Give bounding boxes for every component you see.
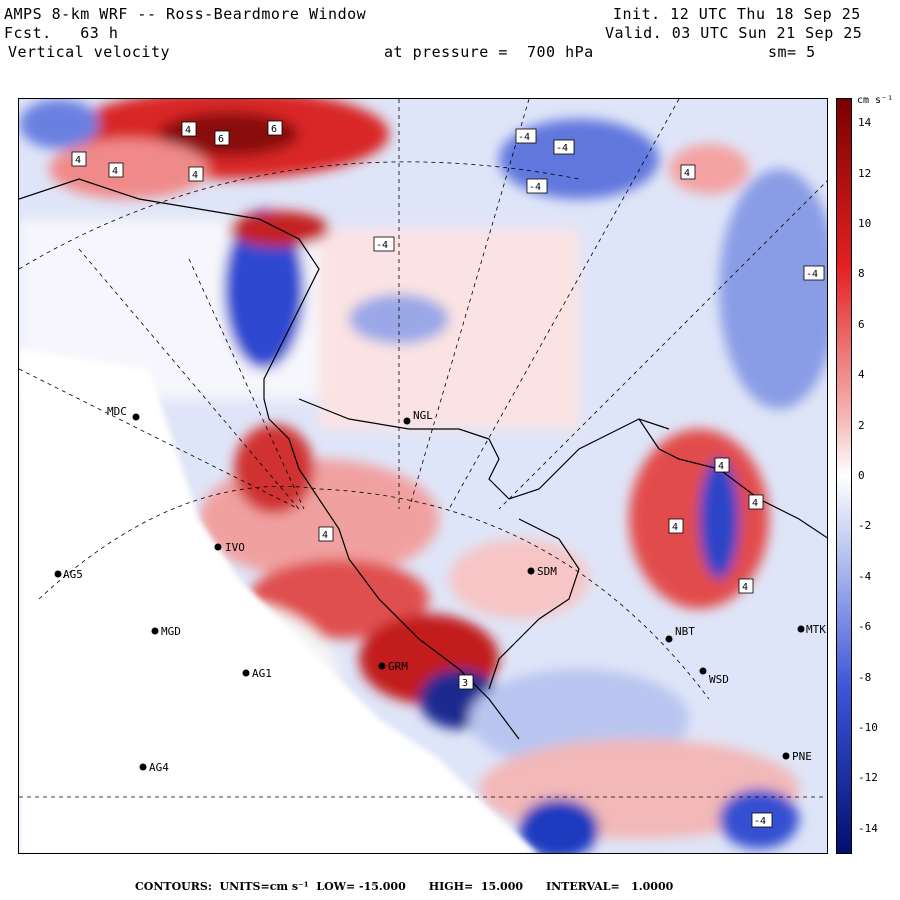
svg-text:AG5: AG5 — [63, 568, 83, 581]
svg-text:MGD: MGD — [161, 625, 181, 638]
contour-label-texts: 4 6 6 4 4 4 -4 -4 -4 4 -4 -4 4 4 4 4 4 3… — [75, 124, 818, 827]
svg-text:GRM: GRM — [388, 660, 408, 673]
forecast-hour: Fcst. 63 h — [4, 24, 119, 42]
station-ngl[interactable]: NGL — [403, 409, 434, 425]
contour-label: -4 — [806, 269, 818, 280]
contour-label-boxes — [71, 120, 825, 828]
station-mgd[interactable]: MGD — [151, 625, 181, 638]
latlon-grid — [19, 99, 827, 798]
contour-label: 4 — [718, 461, 724, 472]
init-time: Init. 12 UTC Thu 18 Sep 25 — [613, 5, 861, 23]
contour-label: 4 — [75, 155, 81, 166]
station-mdc[interactable]: MDC — [107, 405, 140, 421]
station-mtk[interactable]: MTK — [797, 623, 827, 636]
station-pne[interactable]: PNE — [782, 750, 812, 763]
svg-text:NGL: NGL — [413, 409, 433, 422]
contour-label: 6 — [271, 124, 277, 135]
vertical-velocity-map: 4 6 6 4 4 4 -4 -4 -4 4 -4 -4 4 4 4 4 4 3… — [19, 99, 827, 853]
colorbar-tick-label: 8 — [858, 267, 865, 281]
svg-text:MTK: MTK — [806, 623, 826, 636]
colorbar-tick-label: 6 — [858, 317, 865, 331]
colorbar-tick-label: -8 — [858, 670, 872, 684]
station-grm[interactable]: GRM — [378, 660, 409, 673]
svg-text:PNE: PNE — [792, 750, 812, 763]
station-ag5[interactable]: AG5 — [54, 568, 83, 581]
contour-label: -4 — [376, 240, 388, 251]
svg-text:IVO: IVO — [225, 541, 245, 554]
station-ivo[interactable]: IVO — [214, 541, 245, 554]
colorbar-tick-label: -14 — [858, 821, 878, 835]
contour-label: 4 — [672, 522, 678, 533]
station-sdm[interactable]: SDM — [527, 565, 558, 578]
colorbar-tick-label: -6 — [858, 620, 872, 634]
map-title: AMPS 8-km WRF -- Ross-Beardmore Window — [4, 5, 367, 23]
no-data-region — [19, 349, 537, 853]
map-panel[interactable]: 4 6 6 4 4 4 -4 -4 -4 4 -4 -4 4 4 4 4 4 3… — [18, 98, 828, 854]
colorbar-tick-label: -12 — [858, 771, 878, 785]
contour-label: -4 — [556, 143, 568, 154]
contour-label: 4 — [192, 170, 198, 181]
contour-label: -4 — [518, 132, 530, 143]
contour-label: -4 — [754, 816, 766, 827]
colorbar — [836, 98, 852, 854]
svg-text:SDM: SDM — [537, 565, 557, 578]
contour-label: 4 — [112, 166, 118, 177]
svg-text:MDC: MDC — [107, 405, 127, 418]
svg-text:NBT: NBT — [675, 625, 695, 638]
colorbar-tick-label: -4 — [858, 569, 872, 583]
station-nbt[interactable]: NBT — [665, 625, 696, 643]
pressure-level: at pressure = 700 hPa — [384, 43, 594, 61]
contour-label: 4 — [322, 530, 328, 541]
colorbar-tick-label: 0 — [858, 469, 865, 482]
smoothing-value: sm= 5 — [768, 43, 816, 61]
colorbar-units: cm s⁻¹ — [857, 95, 894, 106]
colorbar-tick-label: -2 — [858, 519, 872, 533]
svg-text:WSD: WSD — [709, 673, 729, 686]
contour-label: 4 — [684, 168, 690, 179]
contour-label: 4 — [742, 582, 748, 593]
colorbar-tick-label: 10 — [858, 217, 872, 230]
contour-info-footer: CONTOURS: UNITS=cm s⁻¹ LOW= -15.000 HIGH… — [135, 880, 674, 893]
svg-text:AG1: AG1 — [252, 667, 272, 680]
stations: MDC NGL IVO AG5 MGD AG1 GRM SDM NBT MTK … — [54, 405, 827, 774]
colorbar-tick-label: 2 — [858, 418, 865, 432]
station-ag1[interactable]: AG1 — [242, 667, 272, 680]
station-wsd[interactable]: WSD — [699, 667, 729, 687]
colorbar-tick-label: 14 — [858, 116, 872, 130]
field-name: Vertical velocity — [8, 43, 171, 61]
station-ag4[interactable]: AG4 — [139, 761, 170, 774]
colorbar-tick-label: -10 — [858, 721, 878, 734]
contour-label: 4 — [752, 498, 758, 509]
contour-label: 6 — [218, 134, 224, 145]
contour-label: 4 — [185, 125, 191, 136]
contour-label: -4 — [529, 182, 541, 193]
colorbar-tick-label: 12 — [858, 166, 872, 180]
contour-label: 3 — [462, 678, 468, 689]
valid-time: Valid. 03 UTC Sun 21 Sep 25 — [605, 24, 863, 42]
svg-text:AG4: AG4 — [149, 761, 169, 774]
colorbar-tick-label: 4 — [858, 368, 865, 382]
